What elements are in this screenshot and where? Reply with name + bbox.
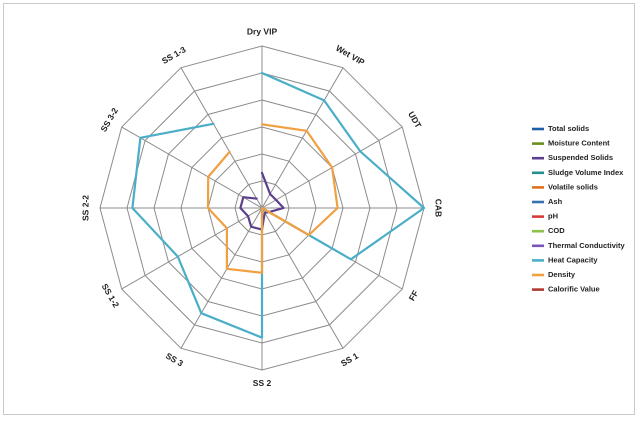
chart-frame: Dry VIP Wet VIP UDT CAB FF SS 1 SS 2 SS 3 SS 1-2… [3, 3, 635, 415]
radar-chart: Dry VIP Wet VIP UDT CAB FF SS 1 SS 2 SS 3 SS 1-2… [80, 26, 626, 388]
spoke-1 [261, 67, 344, 209]
legend-item: Calorific Value [532, 285, 600, 294]
legend-item: Sludge Volume Index [532, 168, 624, 177]
legend: Total solids Moisture Content Suspended So… [532, 124, 626, 294]
legend-label: Sludge Volume Index [548, 168, 624, 177]
spoke-8 [121, 207, 263, 290]
axis-label: Wet VIP [334, 43, 367, 68]
legend-label: Volatile solids [548, 182, 598, 191]
legend-item: Heat Capacity [532, 255, 598, 264]
legend-label: Total solids [548, 124, 589, 133]
legend-item: Density [532, 270, 576, 279]
legend-item: Total solids [532, 124, 589, 133]
legend-label: Density [548, 270, 576, 279]
legend-label: pH [548, 212, 558, 221]
axis-label: Dry VIP [247, 26, 278, 36]
spoke-7 [180, 207, 263, 349]
axis-label: FF [407, 289, 421, 303]
spoke-11 [180, 67, 263, 209]
legend-label: Calorific Value [548, 285, 600, 294]
axis-label: SS 1 [339, 350, 360, 368]
series-line-10 [206, 123, 339, 274]
axis-label: SS 1-3 [160, 44, 188, 66]
legend-item: Ash [532, 197, 563, 206]
series-line-2 [239, 171, 285, 231]
legend-item: Moisture Content [532, 139, 610, 148]
axis-label: SS 3 [164, 351, 185, 369]
legend-label: Suspended Solids [548, 153, 613, 162]
axis-label: CAB [434, 199, 444, 217]
radar-series [131, 71, 426, 339]
axis-label: SS 3-2 [98, 106, 120, 134]
legend-label: Ash [548, 197, 563, 206]
axis-label: UDT [406, 110, 424, 131]
legend-label: Moisture Content [548, 139, 610, 148]
legend-item: pH [532, 212, 558, 221]
legend-label: COD [548, 226, 565, 235]
axis-label: SS 2-2 [80, 195, 90, 221]
series-line-9 [131, 71, 426, 339]
legend-item: Thermal Conductivity [532, 241, 626, 250]
legend-label: Heat Capacity [548, 255, 598, 264]
axis-label: SS 1-2 [100, 282, 122, 310]
spoke-5 [261, 207, 344, 349]
legend-item: COD [532, 226, 565, 235]
axis-label: SS 2 [253, 378, 272, 388]
legend-item: Suspended Solids [532, 153, 613, 162]
legend-item: Volatile solids [532, 182, 598, 191]
spoke-10 [121, 126, 263, 209]
legend-label: Thermal Conductivity [548, 241, 626, 250]
